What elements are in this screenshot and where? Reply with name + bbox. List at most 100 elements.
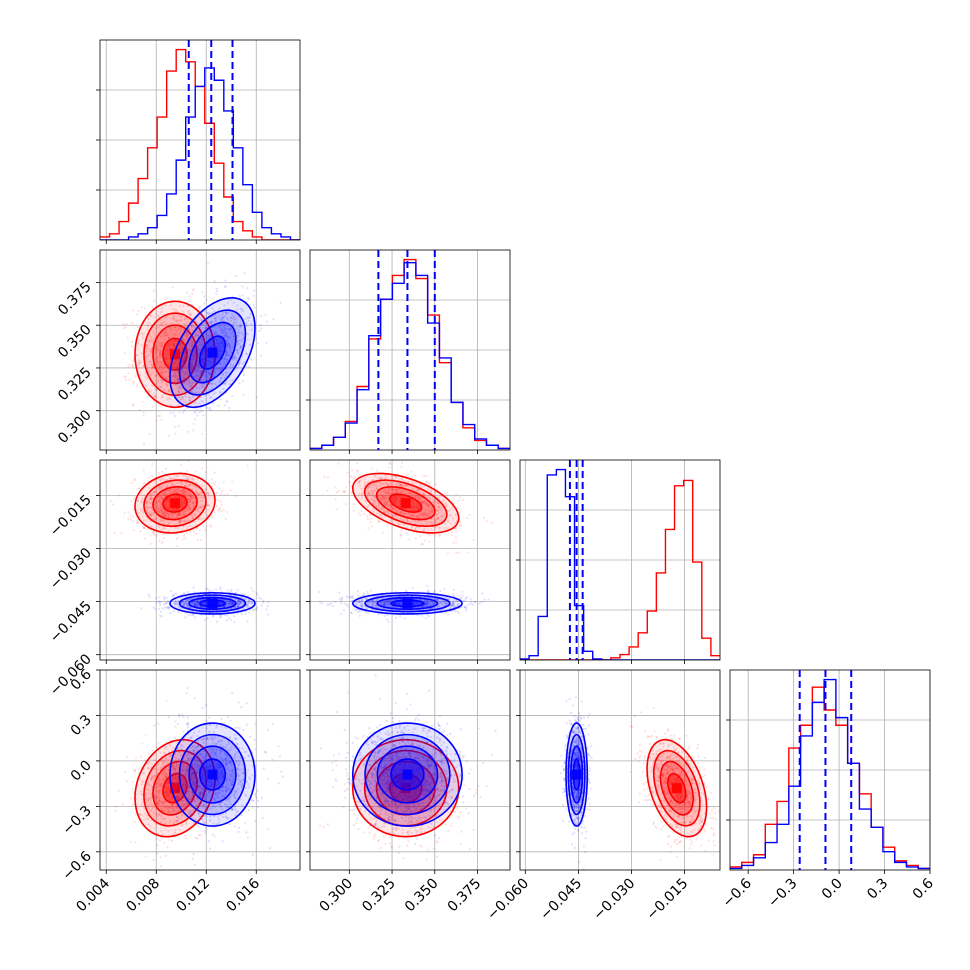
scatter-point xyxy=(184,474,187,477)
scatter-point xyxy=(194,368,197,371)
scatter-point xyxy=(196,600,200,604)
scatter-point xyxy=(218,603,221,606)
scatter-point xyxy=(207,262,210,265)
scatter-point xyxy=(202,370,205,373)
scatter-point xyxy=(171,364,175,367)
scatter-point xyxy=(127,365,130,368)
scatter-point xyxy=(230,351,233,354)
scatter-point xyxy=(157,375,160,379)
scatter-point xyxy=(169,348,172,351)
scatter-point xyxy=(373,482,376,485)
y-tick-label: 0.300 xyxy=(55,407,95,447)
scatter-point xyxy=(224,517,227,521)
scatter-point xyxy=(426,528,429,531)
scatter-point xyxy=(160,509,163,513)
scatter-point xyxy=(194,319,197,322)
scatter-point xyxy=(170,482,173,485)
scatter-point xyxy=(252,608,255,611)
scatter-point xyxy=(168,606,171,609)
scatter-point xyxy=(190,597,193,601)
scatter-point xyxy=(174,490,177,493)
scatter-point xyxy=(148,513,152,516)
scatter-point xyxy=(241,285,244,288)
scatter-point xyxy=(181,310,184,313)
scatter-point xyxy=(215,333,218,336)
scatter-point xyxy=(219,493,222,496)
scatter-point xyxy=(159,379,163,382)
scatter-point xyxy=(352,503,355,506)
scatter-point xyxy=(200,376,203,379)
scatter-point xyxy=(161,498,164,501)
scatter-point xyxy=(181,364,184,367)
scatter-point xyxy=(178,392,181,395)
scatter-point xyxy=(426,504,429,508)
scatter-point xyxy=(424,539,427,542)
scatter-point xyxy=(163,352,166,355)
scatter-point xyxy=(207,494,210,497)
scatter-point xyxy=(165,357,168,360)
scatter-point xyxy=(150,501,153,504)
scatter-point xyxy=(201,385,204,388)
scatter-point xyxy=(149,497,152,501)
scatter-point xyxy=(163,511,166,515)
scatter-point xyxy=(180,504,183,508)
scatter-point xyxy=(156,357,159,360)
scatter-point xyxy=(172,371,175,374)
scatter-point xyxy=(133,497,136,500)
scatter-point xyxy=(210,357,213,360)
scatter-point xyxy=(161,496,164,499)
scatter-point xyxy=(149,506,152,509)
scatter-point xyxy=(174,325,177,328)
scatter-point xyxy=(212,392,215,395)
scatter-point xyxy=(197,492,200,495)
y-tick-label: 0.350 xyxy=(55,322,95,362)
scatter-point xyxy=(196,364,199,367)
scatter-point xyxy=(155,597,158,600)
scatter-point xyxy=(163,338,166,341)
scatter-point xyxy=(161,510,164,513)
scatter-point xyxy=(167,397,170,400)
scatter-point xyxy=(168,522,171,525)
panel-2-0: −0.060−0.045−0.030−0.015 xyxy=(47,459,301,699)
scatter-point xyxy=(399,534,402,538)
scatter-point xyxy=(386,502,389,505)
scatter-point xyxy=(191,363,194,366)
scatter-point xyxy=(205,405,208,408)
scatter-point xyxy=(199,337,203,340)
scatter-point xyxy=(209,320,212,323)
scatter-point xyxy=(188,400,191,403)
scatter-point xyxy=(417,508,420,511)
scatter-point xyxy=(193,505,196,508)
scatter-point xyxy=(185,507,188,510)
scatter-point xyxy=(158,341,161,344)
scatter-point xyxy=(149,497,153,500)
scatter-point xyxy=(243,272,246,275)
scatter-point xyxy=(247,600,250,604)
scatter-point xyxy=(223,328,226,331)
scatter-point xyxy=(208,388,211,391)
scatter-point xyxy=(245,610,248,613)
scatter-point xyxy=(185,603,188,606)
scatter-point xyxy=(228,604,231,607)
scatter-point xyxy=(218,507,221,510)
scatter-point xyxy=(202,391,205,394)
scatter-point xyxy=(172,362,175,365)
scatter-point xyxy=(190,497,193,500)
scatter-point xyxy=(250,587,253,590)
scatter-point xyxy=(413,474,416,477)
scatter-point xyxy=(197,357,200,361)
scatter-point xyxy=(186,291,189,294)
scatter-point xyxy=(433,517,436,520)
scatter-point xyxy=(160,418,163,421)
scatter-point xyxy=(196,414,199,417)
scatter-point xyxy=(213,368,216,371)
scatter-point xyxy=(226,311,229,314)
panel-content xyxy=(310,250,510,450)
scatter-point xyxy=(260,604,263,607)
scatter-point xyxy=(173,491,176,494)
scatter-point xyxy=(168,477,171,480)
scatter-point xyxy=(157,361,160,365)
scatter-point xyxy=(232,602,235,605)
scatter-point xyxy=(155,389,158,392)
scatter-point xyxy=(386,492,389,495)
